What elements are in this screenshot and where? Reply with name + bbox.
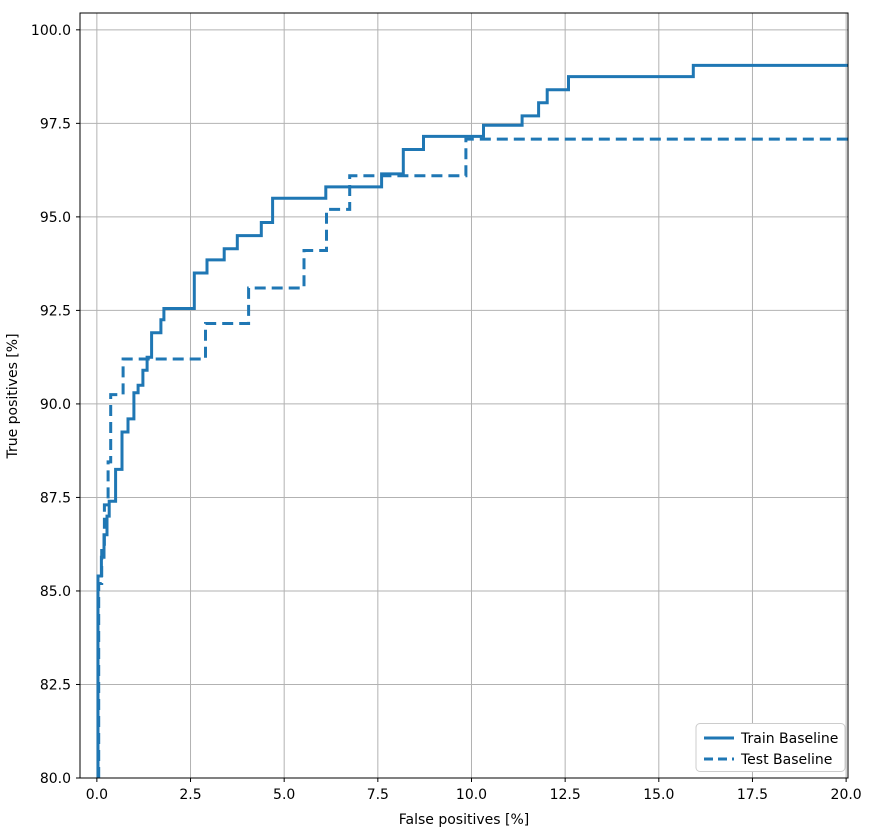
y-tick-label: 85.0 <box>40 584 71 600</box>
x-tick-label: 20.0 <box>831 787 862 803</box>
x-tick-label: 7.5 <box>367 787 389 803</box>
y-tick-label: 82.5 <box>40 677 71 693</box>
train-baseline-curve <box>96 63 848 778</box>
y-tick-label: 97.5 <box>40 116 71 132</box>
legend-label-train: Train Baseline <box>740 731 838 747</box>
legend: Train Baseline Test Baseline <box>695 723 846 772</box>
x-tick-label: 2.5 <box>179 787 201 803</box>
axis-ticks: 0.0 2.5 5.0 7.5 10.0 12.5 15.0 17.5 20.0 80.0 82.5… <box>31 23 862 803</box>
plot-border <box>79 12 849 779</box>
x-tick-label: 5.0 <box>273 787 295 803</box>
y-tick-label: 80.0 <box>40 771 71 787</box>
x-tick-label: 17.5 <box>737 787 768 803</box>
axes-spines <box>79 12 849 779</box>
y-tick-label: 100.0 <box>31 23 71 39</box>
y-tick-label: 90.0 <box>40 397 71 413</box>
y-tick-label: 95.0 <box>40 210 71 226</box>
y-tick-label: 92.5 <box>40 303 71 319</box>
grid-lines <box>80 13 848 779</box>
test-baseline-curve <box>97 137 848 778</box>
x-tick-label: 12.5 <box>550 787 581 803</box>
y-tick-label: 87.5 <box>40 490 71 506</box>
curves <box>96 63 848 778</box>
x-tick-label: 0.0 <box>86 787 108 803</box>
x-tick-label: 15.0 <box>643 787 674 803</box>
legend-label-test: Test Baseline <box>740 752 832 768</box>
y-axis-label: True positives [%] <box>5 333 21 459</box>
x-tick-label: 10.0 <box>456 787 487 803</box>
x-axis-label: False positives [%] <box>399 812 529 828</box>
